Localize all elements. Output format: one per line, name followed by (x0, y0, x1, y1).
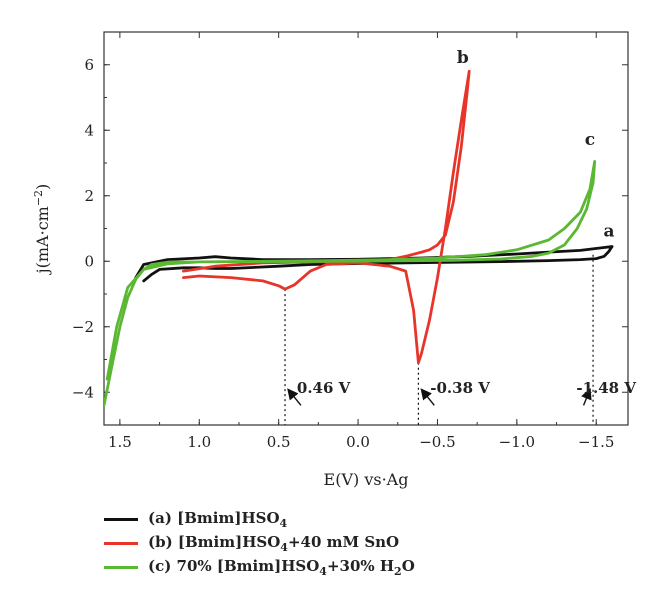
legend-item-a: (a) [Bmim]HSO4 (104, 507, 415, 531)
cv-chart: 1.5 1.0 0.5 0.0 −0.5 −1.0 −1.5 6 4 2 0 −2 −4 E(V) vs·… (32, 31, 636, 489)
y-tick-label: 2 (84, 187, 94, 205)
legend-label-b: (b) [Bmim]HSO4+40 mM SnO (148, 532, 400, 554)
x-tick-label: −1.0 (499, 433, 535, 451)
legend-swatch-a (104, 517, 138, 521)
y-axis-label: j(mA·cm−2) (32, 184, 53, 276)
legend-item-c: (c) 70% [Bmim]HSO4+30% H2O (104, 555, 415, 579)
series-tag-c: c (585, 130, 595, 150)
y-tick-label: −4 (72, 383, 94, 401)
y-tick-label: 4 (84, 121, 94, 139)
legend-swatch-c (104, 565, 138, 569)
annotation-label: 0.46 V (297, 379, 351, 397)
series-line-c (104, 159, 597, 407)
annotation-arrow (420, 388, 435, 406)
x-tick-label: 0.0 (346, 433, 370, 451)
annotation-arrow (287, 388, 302, 406)
x-tick-label: −0.5 (419, 433, 455, 451)
x-tick-label: −1.5 (578, 433, 614, 451)
legend-item-b: (b) [Bmim]HSO4+40 mM SnO (104, 531, 415, 555)
x-tick-label: 0.5 (267, 433, 291, 451)
plot-frame (103, 31, 629, 426)
legend-label-a: (a) [Bmim]HSO4 (148, 508, 288, 530)
y-tick-label: 0 (84, 252, 94, 270)
annotation-arrow (581, 388, 592, 406)
y-tick-label: 6 (84, 56, 94, 74)
series-tag-b: b (457, 48, 469, 68)
series-line-b (181, 69, 471, 365)
legend-swatch-b (104, 541, 138, 545)
x-tick-label: 1.0 (187, 433, 211, 451)
y-tick-label: −2 (72, 318, 94, 336)
legend-label-c: (c) 70% [Bmim]HSO4+30% H2O (148, 556, 415, 578)
x-tick-label: 1.5 (108, 433, 132, 451)
series-line-a (134, 245, 614, 283)
x-axis-label: E(V) vs·Ag (324, 470, 409, 489)
annotation-label: -1.48 V (576, 379, 636, 397)
legend: (a) [Bmim]HSO4 (b) [Bmim]HSO4+40 mM SnO (c… (104, 507, 415, 579)
annotation-label: -0.38 V (430, 379, 490, 397)
series-tag-a: a (603, 222, 614, 242)
